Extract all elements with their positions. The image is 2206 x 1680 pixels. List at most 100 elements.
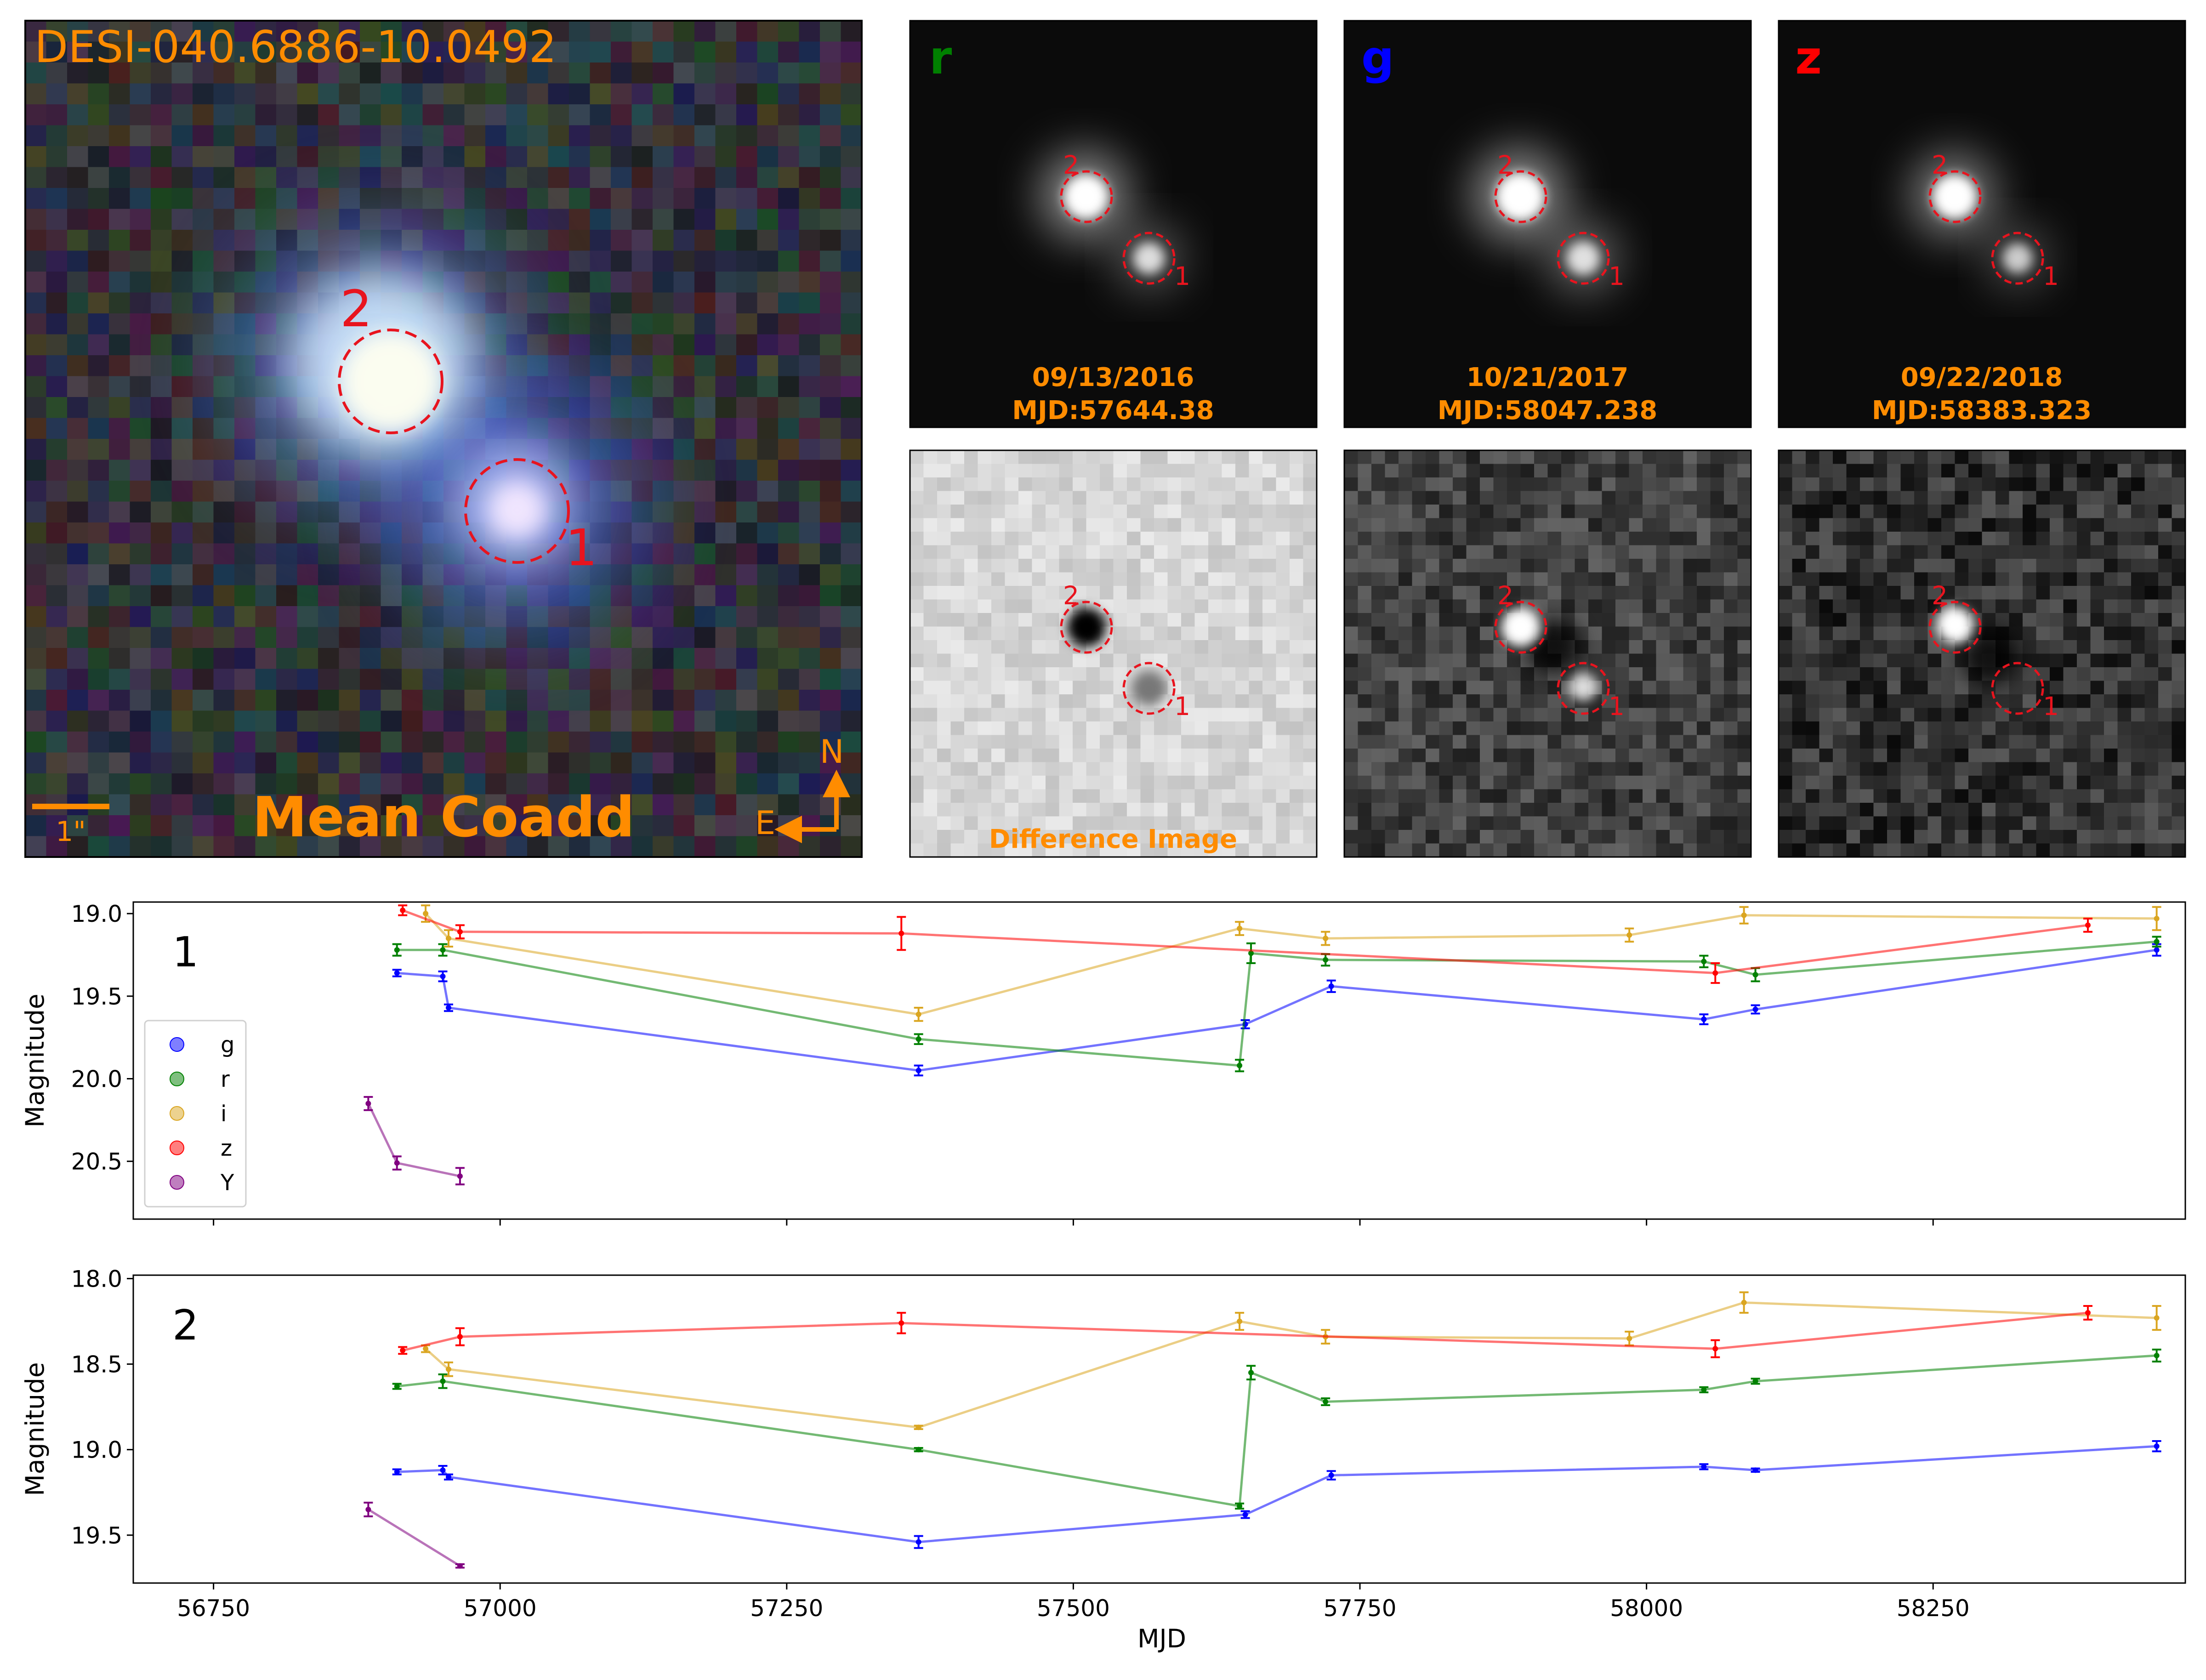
difference-pixel: [1629, 572, 1643, 586]
difference-pixel: [1005, 681, 1019, 695]
difference-pixel: [1100, 749, 1114, 762]
difference-pixel: [1860, 450, 1874, 464]
coadd-pixel: [193, 460, 214, 481]
difference-pixel: [1819, 708, 1833, 722]
coadd-pixel: [109, 376, 130, 397]
band-label: r: [929, 31, 952, 85]
difference-pixel: [1344, 505, 1358, 518]
difference-pixel: [1426, 626, 1439, 641]
difference-pixel: [1493, 667, 1507, 681]
difference-pixel: [2090, 653, 2104, 668]
coadd-pixel: [25, 376, 46, 397]
difference-pixel: [1399, 708, 1412, 722]
difference-pixel: [2104, 613, 2118, 627]
coadd-pixel: [130, 376, 151, 397]
difference-pixel: [2090, 681, 2104, 695]
coadd-pixel: [653, 794, 674, 816]
coadd-pixel: [339, 62, 360, 84]
coadd-pixel: [213, 773, 235, 795]
difference-pixel: [2077, 721, 2091, 735]
difference-pixel: [1996, 776, 2009, 789]
coadd-pixel: [422, 690, 444, 711]
difference-pixel: [1806, 640, 1819, 654]
coadd-pixel: [171, 690, 193, 711]
difference-pixel: [1181, 572, 1195, 586]
coadd-aperture-1: [464, 458, 570, 564]
difference-pixel: [2023, 491, 2036, 505]
difference-pixel: [1262, 816, 1276, 830]
difference-pixel: [1547, 545, 1562, 559]
difference-pixel: [1602, 653, 1616, 668]
coadd-pixel: [673, 125, 695, 147]
difference-pixel: [1371, 532, 1385, 545]
difference-pixel: [1113, 613, 1127, 627]
difference-pixel: [1303, 708, 1317, 722]
difference-pixel: [1833, 450, 1847, 464]
coadd-pixel: [234, 836, 256, 857]
difference-pixel: [1154, 613, 1168, 627]
difference-pixel: [2036, 721, 2050, 735]
difference-pixel: [1656, 776, 1670, 789]
coadd-pixel: [255, 773, 277, 795]
difference-pixel: [1290, 626, 1303, 641]
coadd-pixel: [297, 836, 318, 857]
difference-pixel: [1167, 749, 1182, 762]
difference-pixel: [1575, 572, 1589, 586]
coadd-pixel: [611, 355, 632, 376]
coadd-pixel: [736, 690, 757, 711]
coadd-pixel: [88, 501, 109, 523]
difference-pixel: [1181, 505, 1195, 518]
difference-pixel: [1887, 572, 1901, 586]
coadd-pixel: [88, 648, 109, 669]
difference-pixel: [1005, 613, 1019, 627]
data-point-g: [394, 970, 400, 976]
difference-pixel: [1656, 694, 1670, 708]
difference-pixel: [937, 599, 951, 613]
difference-label-2: 2: [1932, 581, 1948, 610]
difference-pixel: [1615, 762, 1629, 776]
difference-pixel: [1900, 532, 1915, 545]
difference-pixel: [1833, 640, 1847, 654]
coadd-pixel: [130, 334, 151, 356]
difference-pixel: [1181, 464, 1195, 478]
difference-pixel: [1534, 505, 1548, 518]
coadd-pixel: [193, 355, 214, 376]
difference-pixel: [1344, 545, 1358, 559]
coadd-pixel: [527, 62, 548, 84]
difference-pixel: [1194, 450, 1209, 464]
coadd-pixel: [841, 460, 862, 481]
difference-pixel: [1575, 491, 1589, 505]
difference-pixel: [1358, 491, 1372, 505]
coadd-pixel: [569, 794, 590, 816]
difference-pixel: [2131, 491, 2145, 505]
difference-pixel: [1059, 477, 1073, 491]
difference-pixel: [1073, 735, 1086, 749]
legend-label-i: i: [221, 1101, 227, 1127]
epoch-aperture-2: [1494, 170, 1547, 223]
coadd-pixel: [653, 355, 674, 376]
coadd-pixel: [46, 188, 68, 209]
coadd-pixel: [130, 585, 151, 607]
coadd-pixel: [590, 146, 611, 167]
difference-pixel: [1222, 518, 1236, 532]
coadd-pixel: [297, 606, 318, 627]
coadd-pixel: [799, 397, 820, 418]
difference-pixel: [1426, 653, 1439, 668]
difference-pixel: [1602, 491, 1616, 505]
difference-pixel: [1100, 545, 1114, 559]
difference-pixel: [1602, 735, 1616, 749]
difference-pixel: [1643, 532, 1656, 545]
data-point-r: [1701, 959, 1707, 965]
difference-pixel: [1724, 789, 1738, 803]
difference-pixel: [1086, 518, 1100, 532]
y-tick-label: 19.0: [71, 1437, 122, 1464]
difference-pixel: [1399, 572, 1412, 586]
difference-pixel: [1615, 545, 1629, 559]
difference-pixel: [1914, 572, 1928, 586]
coadd-pixel: [611, 209, 632, 230]
coadd-pixel: [778, 104, 799, 125]
difference-pixel: [1113, 491, 1127, 505]
difference-pixel: [991, 721, 1005, 735]
difference-pixel: [1629, 613, 1643, 627]
coadd-pixel: [736, 794, 757, 816]
